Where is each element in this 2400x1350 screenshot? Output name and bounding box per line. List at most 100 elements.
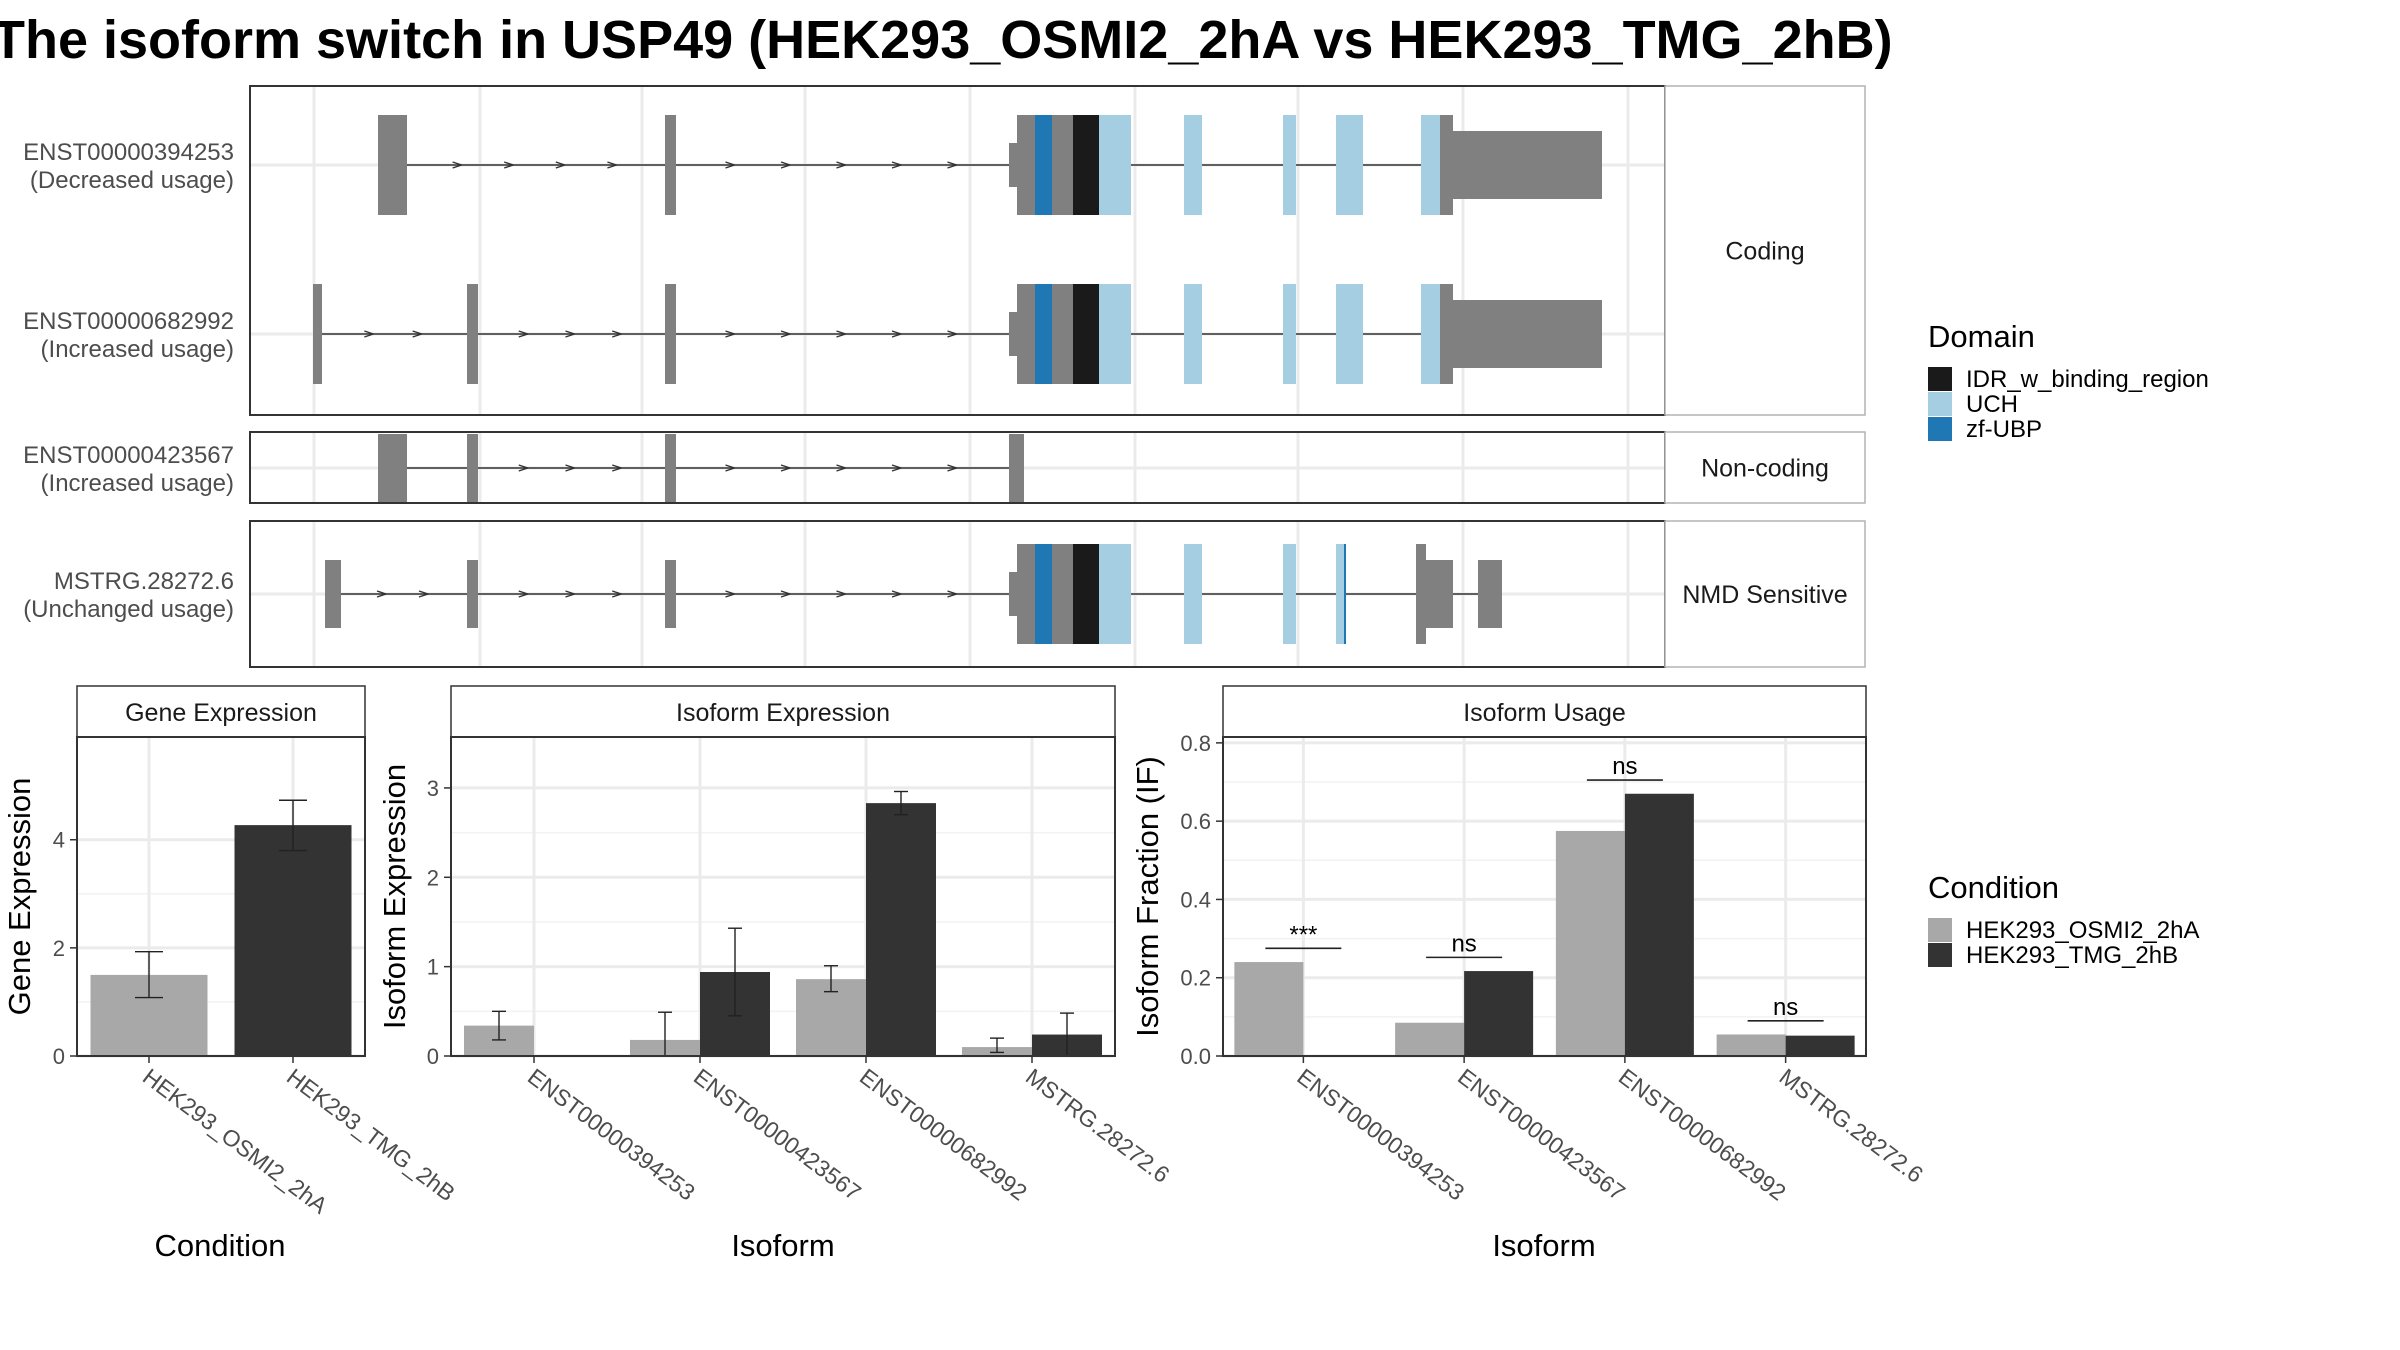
intron-arrow (555, 161, 568, 169)
exon-block (1009, 572, 1017, 616)
bar-HEK293_TMG_2hB-MSTRG.28272.6 (1785, 1035, 1855, 1056)
exon-block (313, 284, 322, 384)
panel-border (1222, 736, 1867, 1057)
intron-arrow (725, 161, 737, 169)
bar-HEK293_OSMI2_2hA-ENST00000682992 (1555, 830, 1625, 1056)
exon-block (1478, 560, 1502, 628)
y-tick-label: 1 (427, 955, 439, 980)
intron-arrow (376, 590, 389, 598)
exon-block (1440, 284, 1453, 384)
exon-block (1052, 284, 1073, 384)
exon-block (1426, 560, 1453, 628)
domain-block-uch (1283, 284, 1296, 384)
intron-arrow (947, 464, 959, 472)
domain-block-uch (1421, 284, 1440, 384)
bar-HEK293_TMG_2hB-ENST00000682992 (866, 803, 936, 1056)
intron-arrow (418, 590, 431, 598)
exon-block (1017, 284, 1035, 384)
facet-strip-label: Coding (1725, 238, 1804, 266)
intron-arrow (780, 590, 793, 598)
y-tick-label: 0.8 (1180, 731, 1211, 756)
exon-block (1052, 115, 1073, 215)
figure-title: The isoform switch in USP49 (HEK293_OSMI… (0, 10, 1893, 70)
domain-block-uch (1099, 544, 1131, 644)
intron-arrow (612, 590, 624, 598)
panel-title: Isoform Expression (676, 699, 890, 727)
exon-block (1009, 434, 1024, 502)
transcript-label: ENST00000394253 (23, 139, 234, 166)
intron-arrow (725, 330, 737, 338)
legend-domain-title: Domain (1928, 319, 2035, 354)
panel-border (450, 736, 1116, 1057)
domain-block-uch (1336, 115, 1363, 215)
intron-arrow (565, 330, 577, 338)
transcript-label: MSTRG.28272.6 (54, 568, 234, 595)
intron-arrow (612, 464, 624, 472)
significance-label: ns (1612, 753, 1637, 780)
transcript-label: ENST00000682992 (23, 308, 234, 335)
intron-arrow (565, 590, 577, 598)
intron-arrow (836, 590, 848, 598)
exon-block (467, 284, 478, 384)
legend-domain-swatch (1928, 417, 1952, 441)
exon-block (665, 115, 676, 215)
domain-block-uch (1184, 115, 1202, 215)
exon-block (1009, 312, 1017, 356)
domain-block-zfubp (1344, 544, 1346, 644)
x-tick-label: ENST00000682992 (1614, 1063, 1791, 1205)
domain-block-zfubp (1035, 115, 1052, 215)
exon-block (665, 434, 676, 502)
x-axis-title: Isoform (1492, 1228, 1595, 1263)
y-tick-label: 0.4 (1180, 887, 1211, 912)
legend-domain-label: zf-UBP (1966, 416, 2042, 443)
y-tick-label: 0.0 (1180, 1044, 1211, 1069)
intron-arrow (947, 330, 959, 338)
y-tick-label: 0 (53, 1044, 65, 1069)
legend-condition-title: Condition (1928, 870, 2059, 905)
x-tick-label: ENST00000394253 (1292, 1063, 1469, 1205)
legend-domain-swatch (1928, 392, 1952, 416)
panel-title: Isoform Usage (1463, 699, 1626, 727)
exon-block (1017, 544, 1035, 644)
bar-HEK293_TMG_2hB-ENST00000682992 (1624, 793, 1694, 1056)
intron-arrow (780, 330, 793, 338)
exon-block (1453, 131, 1602, 199)
facet-strip (1664, 85, 1866, 416)
exon-block (1052, 544, 1073, 644)
significance-label: ns (1451, 930, 1476, 957)
legend-condition-label: HEK293_OSMI2_2hA (1966, 917, 2199, 944)
exon-block (1440, 115, 1453, 215)
facet-strip-label: Non-coding (1701, 455, 1829, 483)
y-tick-label: 0.2 (1180, 966, 1211, 991)
y-tick-label: 0.6 (1180, 809, 1211, 834)
legend-domain-label: IDR_w_binding_region (1966, 366, 2209, 393)
y-axis-title: Isoform Expression (377, 764, 412, 1029)
intron-arrow (891, 590, 904, 598)
y-tick-label: 0 (427, 1044, 439, 1069)
domain-block-uch (1184, 284, 1202, 384)
significance-label: *** (1289, 921, 1317, 948)
intron-arrow (780, 161, 793, 169)
intron-arrow (412, 330, 424, 338)
intron-arrow (612, 330, 624, 338)
x-tick-label: ENST00000423567 (1453, 1063, 1630, 1205)
exon-block (378, 434, 407, 502)
x-tick-label: ENST00000394253 (523, 1063, 700, 1205)
x-tick-label: ENST00000423567 (689, 1063, 866, 1205)
intron-arrow (836, 161, 848, 169)
exon-block (467, 560, 478, 628)
transcript-label: ENST00000423567 (23, 442, 234, 469)
transcript-usage-label: (Increased usage) (41, 470, 234, 497)
exon-block (1017, 115, 1035, 215)
x-tick-label: MSTRG.28272.6 (1021, 1063, 1174, 1188)
intron-arrow (891, 464, 904, 472)
legend-domain-label: UCH (1966, 391, 2018, 418)
intron-arrow (947, 161, 959, 169)
intron-arrow (725, 464, 737, 472)
intron-arrow (780, 464, 793, 472)
x-tick-label: MSTRG.28272.6 (1775, 1063, 1928, 1188)
facet-strip (1664, 431, 1866, 504)
bar-HEK293_TMG_2hB (234, 825, 352, 1056)
domain-block-uch (1184, 544, 1202, 644)
